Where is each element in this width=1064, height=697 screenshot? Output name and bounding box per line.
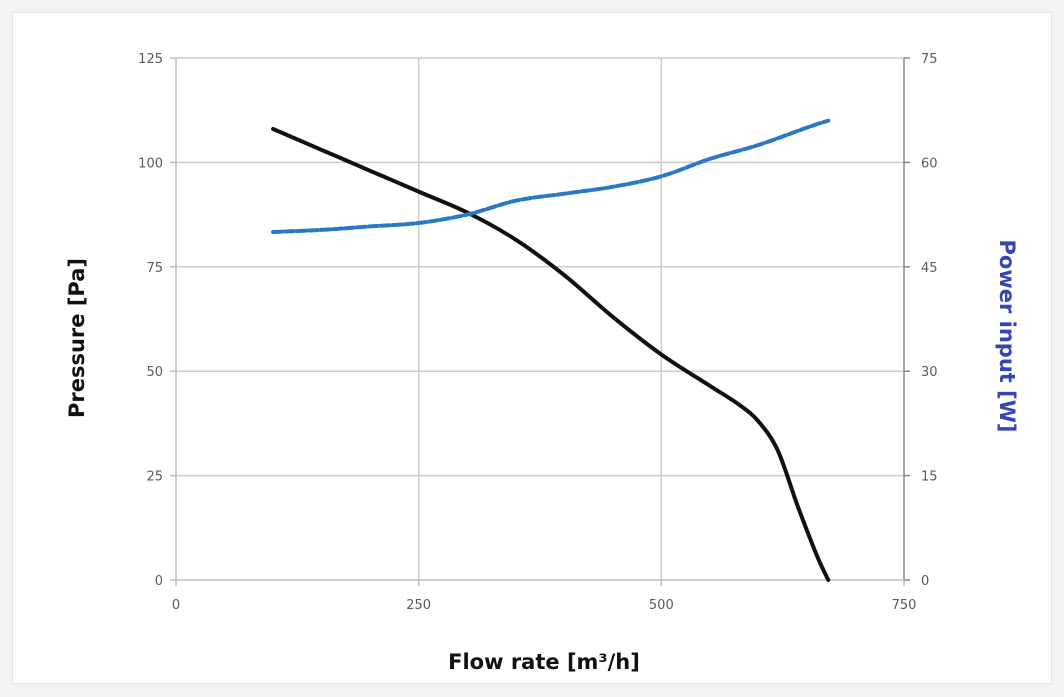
- left-y-tick-label: 25: [146, 470, 163, 485]
- pressure-line: [271, 127, 831, 582]
- left-y-tick-label: 0: [155, 574, 163, 589]
- series-lines: [271, 118, 831, 582]
- x-tick-label: 0: [172, 598, 180, 613]
- x-tick-label: 500: [649, 598, 674, 613]
- right-y-tick-label: 30: [921, 365, 938, 380]
- left-y-tick-label: 50: [146, 365, 163, 380]
- left-y-tick-label: 75: [146, 261, 163, 276]
- right-y-tick-label: 15: [921, 470, 938, 485]
- right-y-tick-label: 75: [921, 52, 938, 67]
- axes: [170, 57, 910, 586]
- x-axis-title: Flow rate [m³/h]: [448, 650, 640, 674]
- right-y-tick-label: 45: [921, 261, 938, 276]
- left-y-tick-label: 125: [138, 52, 163, 67]
- left-y-tick-label: 100: [138, 156, 163, 171]
- grid-lines: [176, 57, 904, 580]
- power-input-line: [271, 118, 831, 234]
- x-tick-label: 750: [892, 598, 917, 613]
- x-tick-label: 250: [406, 598, 431, 613]
- chart-frame: 0 25 50 75 100 125 0 15 30 45 60 75 0 250 500 750 Flow …: [12, 12, 1052, 684]
- left-y-axis-title: Pressure [Pa]: [65, 258, 89, 418]
- right-y-axis-title: Power input [W]: [995, 240, 1019, 433]
- right-y-tick-label: 60: [921, 156, 938, 171]
- right-y-tick-label: 0: [921, 574, 929, 589]
